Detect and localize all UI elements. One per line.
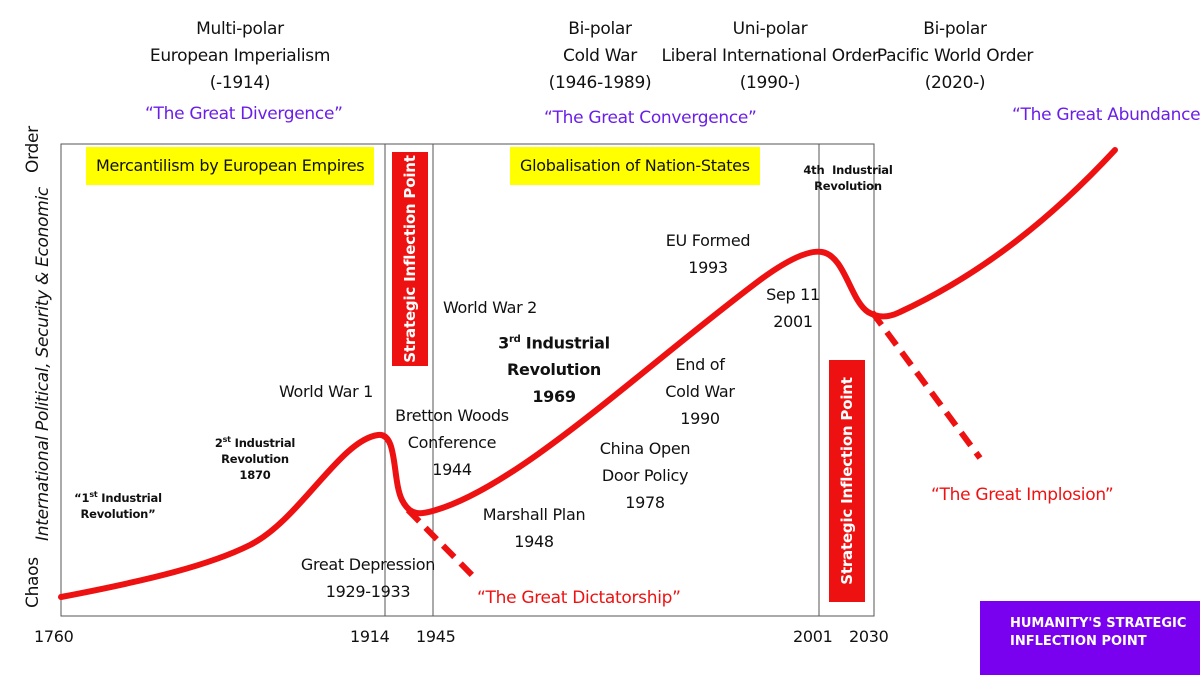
era-pacific: Bi-polar Pacific World Order (2020-) bbox=[876, 19, 1034, 93]
event-china-open-door: China Open Door Policy 1978 bbox=[599, 439, 691, 512]
era-unipolar: Uni-polar Liberal International Order (1… bbox=[661, 19, 879, 93]
x-tick-2030: 2030 bbox=[849, 627, 889, 646]
era-multipolar: Multi-polar European Imperialism (-1914) bbox=[149, 19, 331, 93]
event-sep-11: Sep 11 2001 bbox=[766, 285, 820, 331]
phrase-great-convergence: “The Great Convergence” bbox=[544, 108, 757, 128]
event-marshall-plan: Marshall Plan 1948 bbox=[482, 505, 586, 551]
implosion-branch bbox=[869, 310, 983, 460]
inflection-bar-2001: Strategic Inflection Point bbox=[829, 360, 865, 602]
event-end-of-cold-war: End of Cold War 1990 bbox=[665, 355, 735, 428]
y-axis-title: International Political, Security & Econ… bbox=[33, 187, 53, 541]
phrase-great-implosion: “The Great Implosion” bbox=[931, 485, 1114, 505]
event-eu-formed: EU Formed 1993 bbox=[665, 231, 751, 277]
banner-globalisation: Globalisation of Nation-States bbox=[510, 147, 760, 185]
event-bretton-woods: Bretton Woods Conference 1944 bbox=[395, 406, 509, 479]
x-tick-1760: 1760 bbox=[34, 627, 74, 646]
event-4th-industrial-revolution: 4th Industrial Revolution bbox=[803, 163, 893, 193]
phrase-great-divergence: “The Great Divergence” bbox=[145, 104, 343, 124]
strategic-inflection-badge: HUMANITY'S STRATEGIC INFLECTION POINT bbox=[980, 601, 1200, 675]
x-tick-2001: 2001 bbox=[793, 627, 833, 646]
event-great-depression: Great Depression 1929-1933 bbox=[300, 555, 436, 601]
event-1st-industrial-revolution: “1st Industrial Revolution” bbox=[74, 490, 162, 521]
plot-frame bbox=[60, 143, 875, 617]
y-axis-order: Order bbox=[23, 126, 43, 173]
phrase-great-abundance: “The Great Abundance” bbox=[1012, 105, 1200, 125]
banner-mercantilism: Mercantilism by European Empires bbox=[86, 147, 375, 185]
event-world-war-1: World War 1 bbox=[278, 382, 374, 401]
y-axis-chaos: Chaos bbox=[23, 557, 43, 608]
event-3rd-industrial-revolution: 3rd Industrial Revolution 1969 bbox=[498, 333, 610, 407]
civilisation-curve bbox=[58, 147, 1118, 600]
dictatorship-branch bbox=[405, 507, 475, 578]
event-world-war-2: World War 2 bbox=[442, 298, 538, 317]
x-tick-1945: 1945 bbox=[416, 627, 456, 646]
era-cold-war: Bi-polar Cold War (1946-1989) bbox=[548, 19, 652, 93]
inflection-bar-1914: Strategic Inflection Point bbox=[392, 152, 428, 366]
x-tick-1914: 1914 bbox=[350, 627, 390, 646]
phrase-great-dictatorship: “The Great Dictatorship” bbox=[477, 588, 681, 608]
event-2nd-industrial-revolution: 2st Industrial Revolution 1870 bbox=[214, 435, 296, 482]
